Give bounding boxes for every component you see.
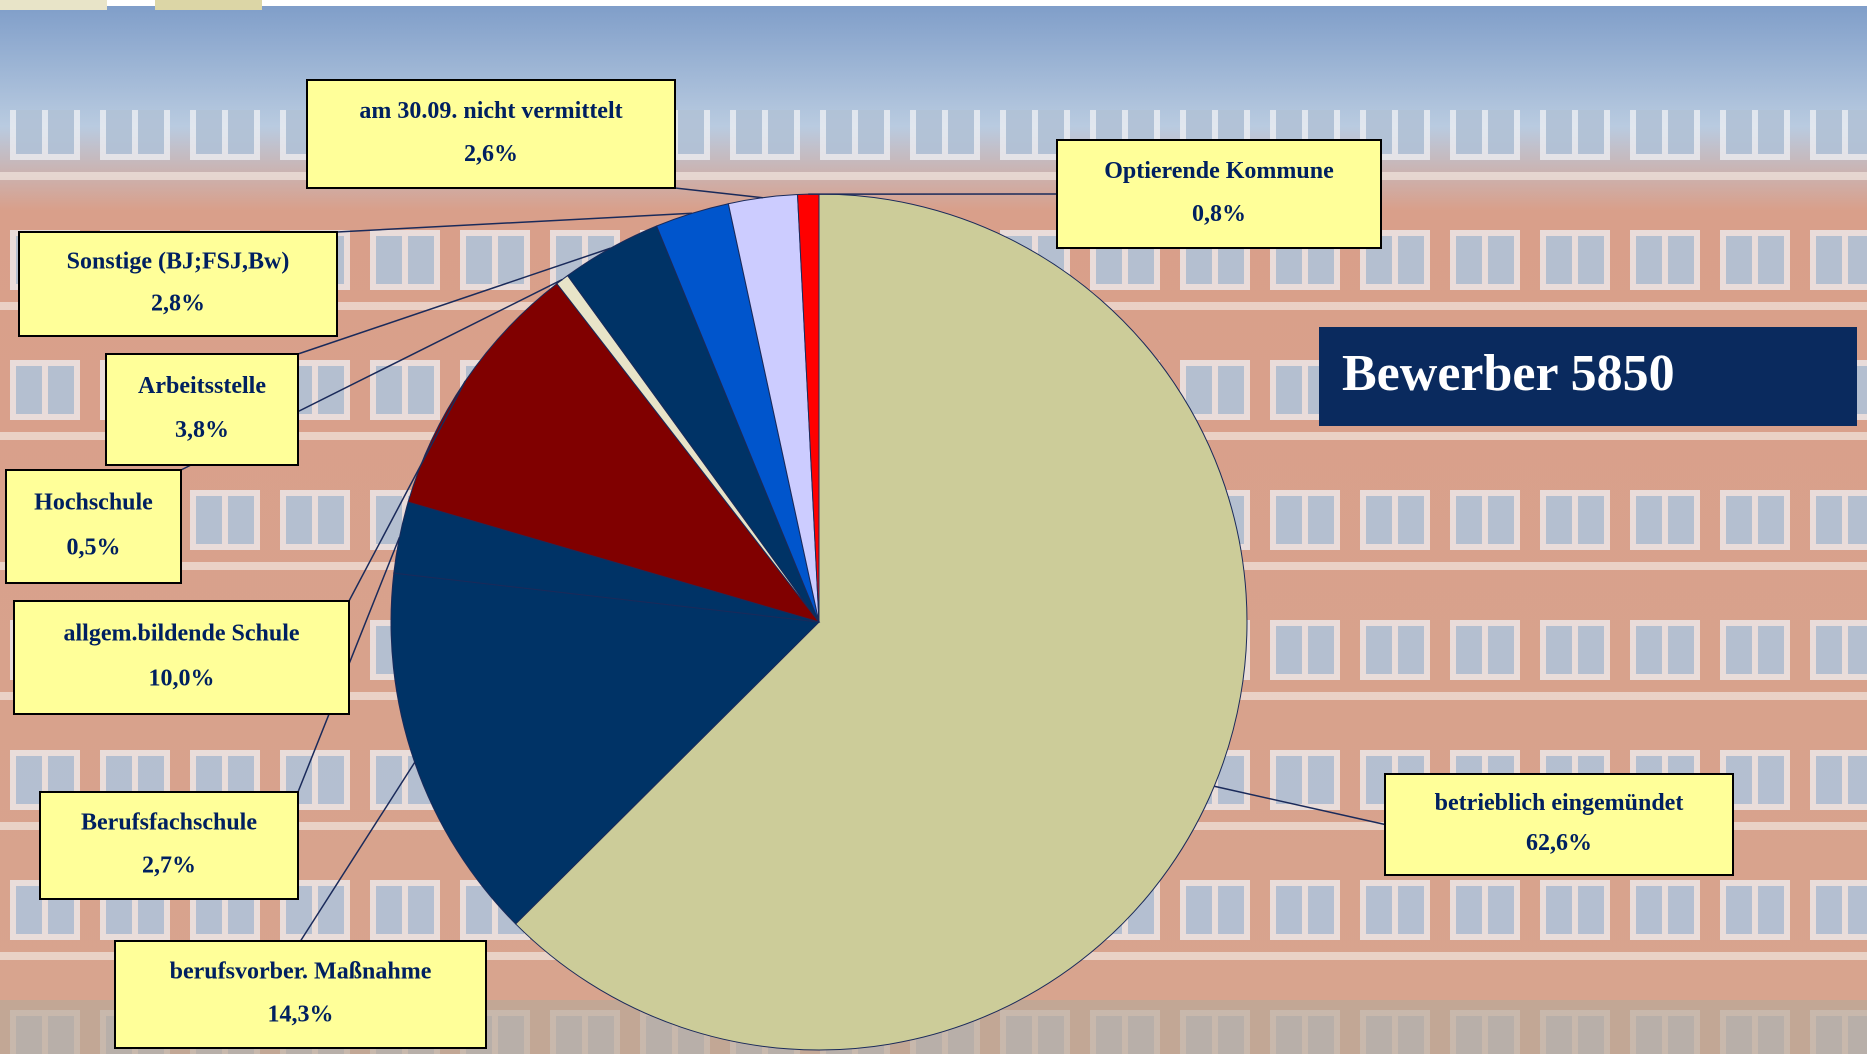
slice-label: Sonstige (BJ;FSJ,Bw) xyxy=(67,249,290,275)
slice-label: allgem.bildende Schule xyxy=(63,620,299,646)
pie xyxy=(391,194,1247,1050)
label-box xyxy=(106,354,298,465)
tab xyxy=(155,0,262,10)
label-box xyxy=(1057,140,1381,248)
value-label: 2,8% xyxy=(151,290,205,316)
slice-label: Arbeitsstelle xyxy=(138,373,266,399)
value-label: 62,6% xyxy=(1526,830,1592,856)
label-box xyxy=(307,80,675,188)
slice-label: berufsvorber. Maßnahme xyxy=(170,959,432,985)
value-label: 0,8% xyxy=(1192,201,1246,227)
label-box xyxy=(19,232,337,336)
tab xyxy=(0,0,107,10)
value-label: 0,5% xyxy=(67,535,121,561)
page: Bewerber 5850 betrieblich eingemündet 62,… xyxy=(0,0,1867,1054)
label-box xyxy=(40,792,298,899)
label-box xyxy=(115,941,486,1048)
slice-label: betrieblich eingemündet xyxy=(1435,790,1684,816)
label-box xyxy=(6,470,181,583)
slice-label: am 30.09. nicht vermittelt xyxy=(359,98,622,124)
slice-label: Optierende Kommune xyxy=(1104,158,1334,184)
slice-label: Berufsfachschule xyxy=(81,810,257,836)
top-strip xyxy=(0,0,1867,6)
value-label: 2,7% xyxy=(142,852,196,878)
value-label: 10,0% xyxy=(149,666,215,692)
chart: Bewerber 5850 betrieblich eingemündet 62,… xyxy=(0,0,1867,1054)
value-label: 3,8% xyxy=(175,417,229,443)
value-label: 2,6% xyxy=(464,141,518,167)
chart-title: Bewerber 5850 xyxy=(1342,345,1675,402)
value-label: 14,3% xyxy=(268,1001,334,1027)
slice-label: Hochschule xyxy=(34,489,153,515)
label-box xyxy=(14,601,349,714)
